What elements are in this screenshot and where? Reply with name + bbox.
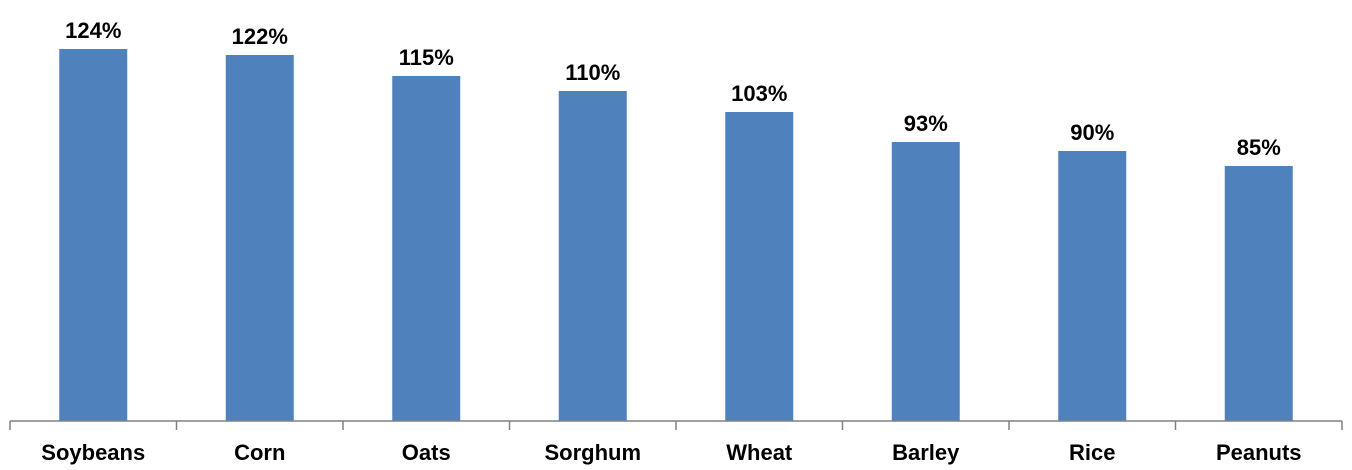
- bar-wheat: [725, 112, 794, 421]
- bars-group: [59, 49, 1293, 421]
- x-axis-tick-labels-group: Soybeans Corn Oats Sorghum Wheat Barley Rice Pe…: [41, 440, 1301, 465]
- bar-soybeans: [59, 49, 128, 421]
- bar-corn: [225, 55, 294, 421]
- x-tick-label-soybeans: Soybeans: [41, 440, 145, 465]
- bar-peanuts: [1224, 166, 1293, 421]
- data-label-soybeans: 124%: [65, 18, 121, 43]
- x-tick-label-barley: Barley: [892, 440, 960, 465]
- x-tick-label-sorghum: Sorghum: [544, 440, 641, 465]
- x-tick-label-oats: Oats: [402, 440, 451, 465]
- data-label-sorghum: 110%: [565, 60, 620, 85]
- x-tick-label-wheat: Wheat: [726, 440, 793, 465]
- x-tick-label-peanuts: Peanuts: [1216, 440, 1302, 465]
- bar-oats: [392, 76, 461, 421]
- data-label-corn: 122%: [232, 24, 288, 49]
- data-label-wheat: 103%: [731, 81, 787, 106]
- data-label-barley: 93%: [904, 111, 948, 136]
- data-labels-group: 124% 122% 115% 110% 103% 93% 90% 85%: [65, 18, 1281, 160]
- data-label-oats: 115%: [399, 45, 454, 70]
- x-tick-label-rice: Rice: [1069, 440, 1115, 465]
- data-label-rice: 90%: [1070, 120, 1114, 145]
- bar-sorghum: [558, 91, 627, 421]
- bar-barley: [891, 142, 960, 421]
- x-tick-label-corn: Corn: [234, 440, 285, 465]
- data-label-peanuts: 85%: [1237, 135, 1281, 160]
- bar-rice: [1058, 151, 1127, 421]
- x-axis-ticks-group: [9, 421, 1343, 430]
